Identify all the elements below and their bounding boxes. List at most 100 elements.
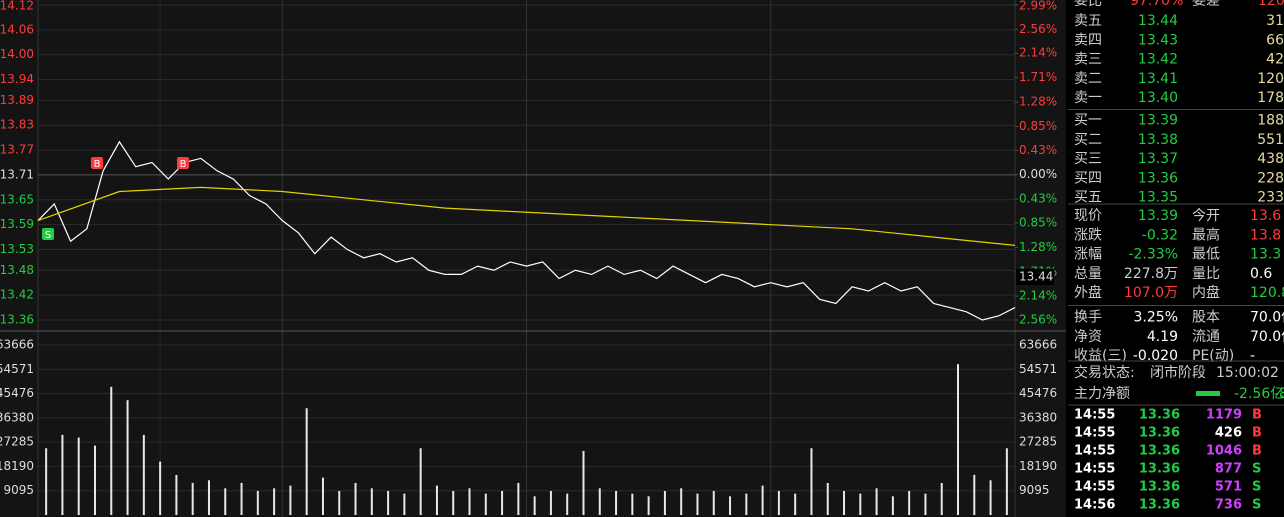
book-price: 13.42 (1138, 52, 1178, 68)
quote-label: 最高 (1192, 226, 1220, 243)
trade-marker (91, 157, 103, 169)
y-tick-label: 27285 (0, 435, 34, 449)
side-panel (1066, 0, 1284, 517)
book-volume: 188 (1257, 113, 1284, 129)
book-price: 13.37 (1138, 151, 1178, 167)
book-volume: 178 (1257, 90, 1284, 106)
volume-bar (256, 490, 259, 515)
book-price: 13.35 (1138, 190, 1178, 206)
volume-bar (273, 488, 276, 515)
volume-bar (77, 437, 80, 515)
book-label: 买二 (1074, 132, 1102, 148)
trade-marker-label: S (45, 230, 51, 241)
trade-time: 14:55 (1074, 480, 1115, 495)
volume-bar (338, 490, 341, 515)
volume-bar (110, 386, 113, 515)
volume-bar (826, 482, 829, 515)
book-volume: 438 (1257, 151, 1284, 167)
volume-bar (598, 488, 601, 515)
y-tick-label: 18190 (1019, 459, 1057, 473)
y2-tick-label: 1.71% (1019, 70, 1057, 84)
trade-side: B (1252, 444, 1262, 459)
volume-bar (175, 474, 178, 515)
quote-label: 量比 (1192, 266, 1220, 282)
book-label: 买三 (1074, 151, 1102, 167)
trade-price: 13.36 (1139, 462, 1180, 477)
trade-side: B (1252, 426, 1262, 441)
volume-bar (940, 482, 943, 515)
flow-bar (1196, 391, 1220, 396)
status: 交易状态: (1074, 364, 1135, 381)
trade-volume: 571 (1215, 480, 1242, 495)
quote-value: 227.8万 (1124, 266, 1178, 282)
quote-label: 总量 (1074, 266, 1102, 282)
quote-value: -2.33% (1128, 247, 1178, 263)
volume-bar (159, 461, 162, 515)
book-volume: 228 (1257, 170, 1284, 186)
volume-bar (370, 488, 373, 515)
y-tick-label: 45476 (1019, 386, 1057, 400)
volume-bar (745, 493, 748, 515)
volume-bar (875, 488, 878, 515)
trade-volume: 736 (1215, 498, 1242, 513)
quote-value: 4.19 (1147, 329, 1178, 345)
volume-bar (452, 490, 455, 515)
trade-volume: 426 (1215, 426, 1242, 441)
y2-tick-label: 0.85% (1019, 215, 1057, 229)
volume-bar (45, 448, 48, 515)
trade-time: 14:55 (1074, 444, 1115, 459)
trade-price: 13.36 (1139, 480, 1180, 495)
book-label: 卖一 (1074, 90, 1102, 106)
quote-value: 107.0万 (1124, 285, 1178, 301)
volume-bar (908, 490, 911, 515)
quote-value: 13.39 (1138, 208, 1178, 224)
volume-bar (1005, 448, 1008, 515)
y-tick-label: 13.36 (0, 313, 34, 327)
book-price: 13.38 (1138, 132, 1178, 148)
quote-label: 流通 (1192, 329, 1220, 345)
last-price: 13.44 (1019, 270, 1053, 284)
book-label: 卖五 (1074, 13, 1102, 29)
header-cell: 委比 (1074, 0, 1102, 9)
volume-bar (810, 448, 813, 515)
quote-value: 0.6 (1250, 266, 1272, 282)
volume-bar (517, 482, 520, 515)
price-line (37, 186, 1016, 246)
quote-value: 70.0亿 (1250, 310, 1284, 326)
status: 15:00:02 (1216, 365, 1279, 381)
trade-side: S (1252, 480, 1261, 495)
y2-tick-label: 2.56% (1019, 313, 1057, 327)
trade-volume: 1046 (1206, 444, 1242, 459)
volume-bar (484, 493, 487, 515)
quote-label: 股本 (1192, 310, 1220, 326)
y-tick-label: 54571 (1019, 362, 1057, 376)
y-tick-label: 14.06 (0, 22, 34, 36)
y-tick-label: 27285 (1019, 435, 1057, 449)
quote-label: 最低 (1192, 247, 1220, 263)
quote-label: 涨跌 (1074, 227, 1102, 243)
y2-tick-label: 2.14% (1019, 289, 1057, 303)
y2-tick-label: 2.56% (1019, 22, 1057, 36)
y-tick-label: 36380 (0, 410, 34, 424)
quote-label: 收益(三) (1074, 348, 1127, 364)
y-tick-label: 18190 (0, 459, 34, 473)
y-tick-label: 13.94 (0, 72, 34, 86)
book-price: 13.41 (1138, 71, 1178, 87)
quote-value: 120.87 (1250, 285, 1284, 301)
trade-side: S (1252, 498, 1261, 513)
volume-bar (777, 490, 780, 515)
quote-value: -0.32 (1142, 227, 1178, 243)
y2-tick-label: 2.99% (1019, 0, 1057, 13)
book-price: 13.44 (1138, 13, 1178, 29)
book-volume: 551 (1257, 132, 1284, 148)
volume-bar (794, 493, 797, 515)
book-volume: 120 (1257, 71, 1284, 87)
volume-bar (696, 493, 699, 515)
y-tick-label: 14.00 (0, 47, 34, 61)
volume-bar (419, 448, 422, 515)
y-tick-label: 13.77 (0, 143, 34, 157)
quote-label: PE(动) (1192, 348, 1234, 364)
y-tick-label: 13.65 (0, 192, 34, 206)
trade-marker-label: B (94, 159, 101, 170)
